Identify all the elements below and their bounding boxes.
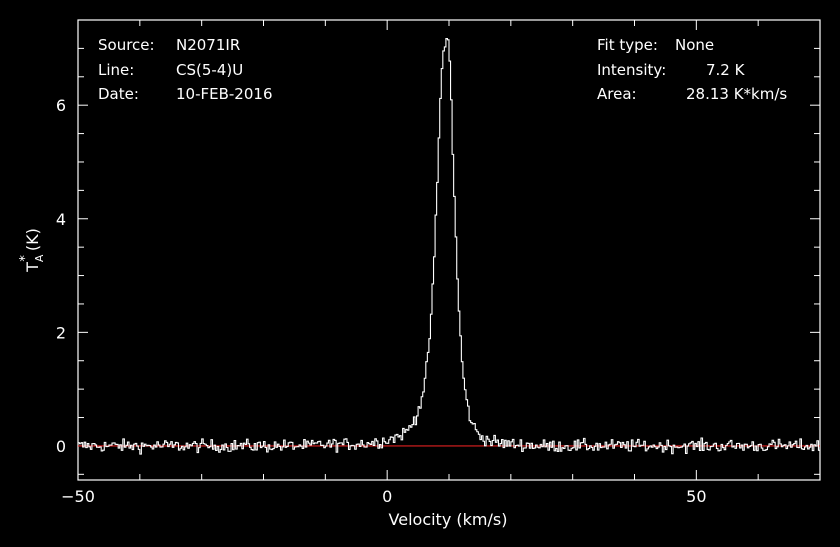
spectrum-line [78,38,820,455]
tick-label-layer: −50 0 50 0 2 4 6 [56,96,707,506]
date-label: Date: [98,85,139,103]
y-tick-label: 4 [56,210,66,229]
svg-text:TA*(K): TA* (K) [18,228,46,273]
line-label: Line: [98,61,134,79]
info-right: Fit type: None Intensity: 7.2 K Area: 28… [597,36,787,103]
fit-type-value: None [675,36,714,54]
y-tick-label: 6 [56,96,66,115]
line-value: CS(5-4)U [176,61,243,79]
fit-type-label: Fit type: [597,36,658,54]
area-value: 28.13 K*km/s [686,85,787,103]
y-axis-label-unit: (K) [23,228,42,251]
x-axis-label: Velocity (km/s) [389,510,508,529]
info-left: Source: N2071IR Line: CS(5-4)U Date: 10-… [98,36,272,103]
y-axis-label-sub: A [33,254,46,262]
x-tick-label: 50 [686,487,706,506]
source-value: N2071IR [176,36,240,54]
series-layer [78,38,820,455]
date-value: 10-FEB-2016 [176,85,272,103]
intensity-value: 7.2 K [706,61,746,79]
x-tick-label: 0 [382,487,392,506]
y-axis-label-main: T [23,262,42,273]
y-tick-label: 0 [56,437,66,456]
intensity-label: Intensity: [597,61,666,79]
area-label: Area: [597,85,637,103]
axes-layer [77,19,821,481]
y-axis-label: TA* (K) [18,228,46,273]
source-label: Source: [98,36,155,54]
y-axis-label-sup: * [18,255,33,262]
y-tick-label: 2 [56,323,66,342]
x-tick-label: −50 [61,487,95,506]
